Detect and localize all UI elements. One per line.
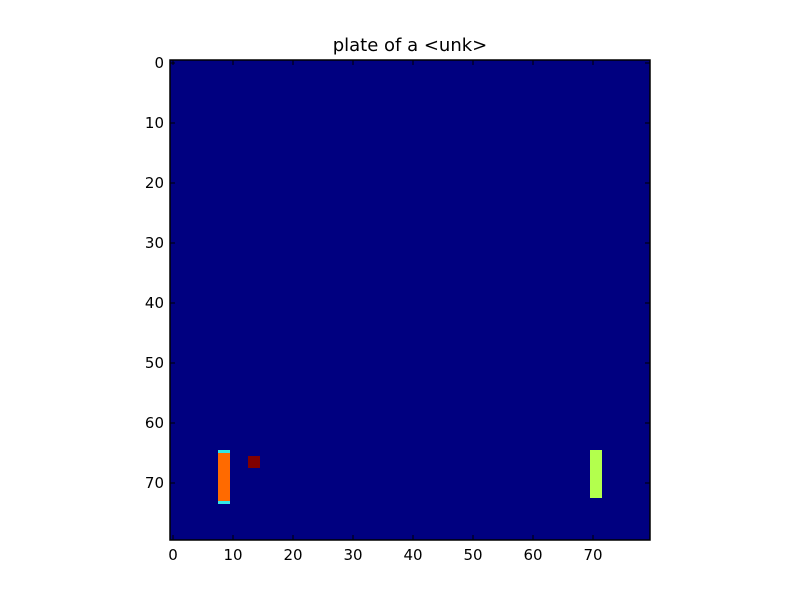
- plot-title: plate of a <unk>: [332, 35, 488, 56]
- y-tick-label: 70: [145, 474, 164, 492]
- ball: [248, 456, 260, 468]
- left-paddle-bottom-cap: [218, 501, 230, 504]
- playfield-background: [170, 60, 650, 540]
- y-tick-label: 60: [145, 414, 164, 432]
- y-tick-label: 0: [154, 54, 164, 72]
- x-tick-label: 50: [463, 546, 482, 564]
- axis-ticks: 0 10 20 30 40 50 60 70 0 10 20 30 40 50 60 70: [145, 54, 650, 564]
- y-tick-label: 30: [145, 234, 164, 252]
- x-tick-label: 60: [523, 546, 542, 564]
- x-tick-label: 0: [168, 546, 178, 564]
- left-paddle-top-cap: [218, 450, 230, 453]
- y-tick-label: 10: [145, 114, 164, 132]
- x-tick-label: 70: [583, 546, 602, 564]
- game-objects: [218, 450, 602, 504]
- x-tick-label: 40: [403, 546, 422, 564]
- x-tick-label: 10: [223, 546, 242, 564]
- left-paddle: [218, 450, 230, 504]
- plot-frame: [169, 59, 651, 541]
- y-tick-label: 40: [145, 294, 164, 312]
- right-paddle: [590, 450, 602, 498]
- y-tick-label: 20: [145, 174, 164, 192]
- x-tick-label: 30: [343, 546, 362, 564]
- x-tick-label: 20: [283, 546, 302, 564]
- y-tick-label: 50: [145, 354, 164, 372]
